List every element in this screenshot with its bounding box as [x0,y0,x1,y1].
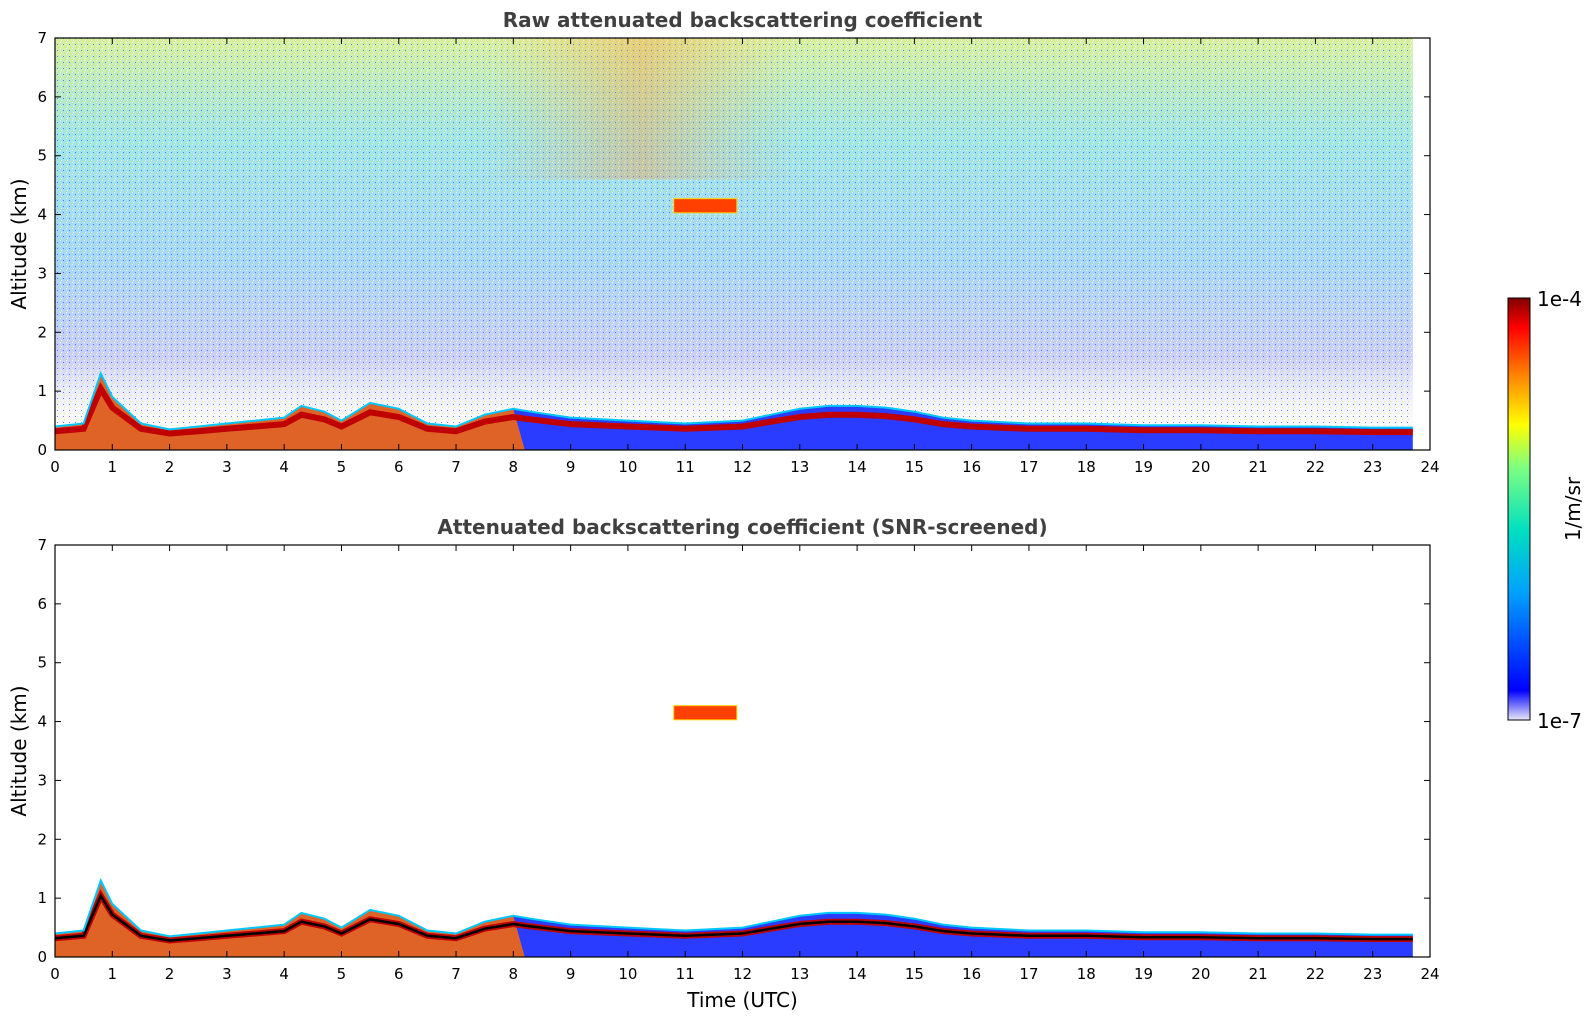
panel1-y-ticks: 0 1 2 3 4 5 6 7 [37,29,1430,459]
x-tick-label: 24 [1420,458,1439,476]
x-tick-label: 2 [165,458,175,476]
aerosol-top-core [54,893,1413,942]
panel2-title: Attenuated backscattering coefficient (S… [437,515,1047,539]
x-tick-label: 17 [1019,458,1038,476]
x-tick-label: 16 [962,965,981,983]
elevated-layer [673,705,738,721]
y-tick-label: 6 [37,88,47,106]
x-tick-label: 0 [50,458,60,476]
x-tick-label: 12 [733,458,752,476]
y-tick-label: 7 [37,29,47,47]
x-tick-label: 23 [1363,965,1382,983]
x-tick-label: 19 [1134,458,1153,476]
x-tick-label: 7 [451,458,461,476]
x-tick-label: 21 [1249,965,1268,983]
x-tick-label: 13 [790,458,809,476]
x-tick-label: 1 [108,965,118,983]
y-tick-label: 5 [37,147,47,165]
y-tick-label: 6 [37,595,47,613]
x-tick-label: 11 [676,458,695,476]
panel1-x-ticks: 0 1 2 3 4 5 6 7 8 9 10 11 12 13 14 15 16 17 18 19 20 21 22 23 24 [50,38,1440,476]
y-tick-label: 4 [37,713,47,731]
x-tick-label: 15 [905,965,924,983]
x-tick-label: 18 [1077,458,1096,476]
x-tick-label: 1 [108,458,118,476]
x-tick-label: 0 [50,965,60,983]
x-tick-label: 15 [905,458,924,476]
panel2-frame [54,544,1431,958]
elevated-layer [673,198,738,214]
y-tick-label: 2 [37,830,47,848]
y-tick-label: 2 [37,323,47,341]
x-tick-label: 4 [279,965,289,983]
convective-mixed-layer [55,880,525,957]
colorbar: 1e-4 1e-7 1/m/sr [1507,287,1585,733]
x-tick-label: 4 [279,458,289,476]
x-tick-label: 11 [676,965,695,983]
x-tick-label: 10 [618,965,637,983]
x-tick-label: 22 [1306,458,1325,476]
y-tick-label: 5 [37,654,47,672]
y-tick-label: 0 [37,441,47,459]
warm-noise-region [484,38,800,180]
x-tick-label: 16 [962,458,981,476]
panel2-y-ticks: 0 1 2 3 4 5 6 7 [37,536,1430,966]
x-tick-label: 20 [1191,965,1210,983]
layer-top-edge [54,877,1413,938]
colorbar-max-label: 1e-4 [1537,287,1582,311]
x-tick-label: 22 [1306,965,1325,983]
x-tick-label: 8 [509,458,519,476]
x-tick-label: 6 [394,458,404,476]
x-tick-label: 13 [790,965,809,983]
x-tick-label: 23 [1363,458,1382,476]
x-tick-label: 19 [1134,965,1153,983]
x-tick-label: 3 [222,965,232,983]
x-tick-label: 3 [222,458,232,476]
x-tick-label: 6 [394,965,404,983]
x-tick-label: 12 [733,965,752,983]
y-tick-label: 3 [37,264,47,282]
x-tick-label: 18 [1077,965,1096,983]
x-tick-label: 24 [1420,965,1439,983]
colorbar-gradient [1507,297,1531,721]
panel1-title: Raw attenuated backscattering coefficien… [503,8,983,32]
x-tick-label: 9 [566,458,576,476]
y-tick-label: 1 [37,889,47,907]
panel2-x-ticks: 0 1 2 3 4 5 6 7 8 9 10 11 12 13 14 15 16 17 18 19 20 21 22 23 24 [50,545,1440,983]
panel1-y-label: Altitude (km) [7,178,31,309]
x-tick-label: 8 [509,965,519,983]
colorbar-min-label: 1e-7 [1537,709,1582,733]
x-tick-label: 21 [1249,458,1268,476]
raw-backscatter-panel: Raw attenuated backscattering coefficien… [7,8,1440,476]
y-tick-label: 3 [37,771,47,789]
x-tick-label: 5 [337,965,347,983]
x-tick-label: 5 [337,458,347,476]
x-tick-label: 14 [848,965,867,983]
y-tick-label: 0 [37,948,47,966]
y-tick-label: 7 [37,536,47,554]
x-tick-label: 9 [566,965,576,983]
panel2-heatmap [54,705,1413,957]
panel2-y-label: Altitude (km) [7,685,31,816]
x-tick-label: 17 [1019,965,1038,983]
y-tick-label: 4 [37,206,47,224]
panel1-heatmap [54,38,1413,450]
x-tick-label: 14 [848,458,867,476]
x-tick-label: 2 [165,965,175,983]
x-tick-label: 20 [1191,458,1210,476]
aerosol-top-band [54,382,1413,437]
x-tick-label: 10 [618,458,637,476]
layer-top-edge [54,370,1413,431]
panel2-x-label: Time (UTC) [686,988,798,1012]
x-tick-label: 7 [451,965,461,983]
colorbar-unit-label: 1/m/sr [1561,476,1585,541]
snr-screened-panel: Attenuated backscattering coefficient (S… [7,515,1440,1012]
y-tick-label: 1 [37,382,47,400]
